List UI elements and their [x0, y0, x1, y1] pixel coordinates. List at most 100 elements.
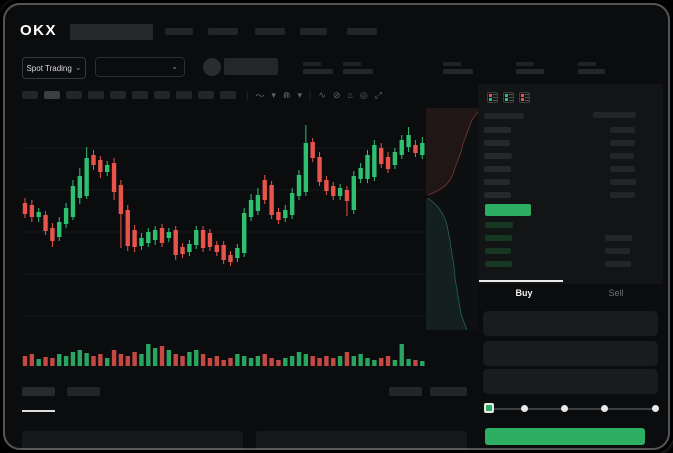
volume-bar [36, 359, 41, 366]
market-type-selector[interactable]: Spot Trading ⌄ [22, 57, 86, 79]
timeframe-button[interactable] [22, 91, 38, 99]
volume-bar [98, 354, 103, 366]
active-tab-indicator [479, 280, 563, 282]
candle-body [29, 205, 35, 217]
candle-body [50, 228, 55, 241]
candle-body [310, 142, 315, 158]
settings-icon[interactable]: ◎ [359, 89, 368, 100]
depth-chart [426, 108, 478, 330]
indicator-icon[interactable]: 〜 [255, 90, 265, 101]
bottom-tab-placeholder[interactable] [22, 387, 55, 396]
book-asks-icon[interactable] [519, 92, 530, 103]
stat-value-placeholder [516, 69, 544, 74]
draw-icon[interactable]: ⊘ [332, 89, 341, 100]
candle-body [358, 168, 363, 179]
volume-bar [392, 360, 398, 366]
wave-icon[interactable]: ∿ [318, 89, 326, 100]
timeframe-button[interactable] [220, 91, 236, 99]
volume-bar [344, 352, 350, 366]
candle-body [98, 160, 103, 172]
volume-bar [111, 350, 117, 366]
candle-body [57, 222, 62, 237]
ask-price-placeholder [484, 127, 511, 133]
book-combined-icon[interactable] [487, 92, 498, 103]
timeframe-button[interactable] [110, 91, 126, 99]
chevron-down-icon[interactable]: ▾ [297, 89, 302, 100]
slider-stop[interactable] [560, 405, 568, 412]
tab-sell[interactable]: Sell [608, 288, 624, 298]
ask-price-placeholder [484, 140, 510, 146]
volume-bar [159, 346, 165, 366]
slider-stop[interactable] [520, 405, 528, 412]
candlestick-chart[interactable] [22, 108, 425, 332]
icon-line [509, 100, 513, 101]
chevron-down-icon: ⌄ [74, 63, 82, 72]
bottom-tab-placeholder[interactable] [67, 387, 100, 396]
volume-bar [125, 356, 130, 366]
bottom-action-placeholder[interactable] [430, 387, 467, 396]
candle-body [111, 163, 117, 192]
slider-stop[interactable] [651, 405, 659, 412]
order-book [478, 84, 663, 284]
candle-body [385, 157, 391, 169]
tab-buy[interactable]: Buy [515, 288, 533, 298]
ask-amount-placeholder [610, 153, 634, 159]
timeframe-button[interactable] [132, 91, 148, 99]
ask-price-placeholder [484, 179, 510, 185]
chevron-down-icon[interactable]: ▾ [271, 89, 276, 100]
nav-item-placeholder[interactable] [347, 28, 377, 35]
volume-bar [214, 356, 219, 366]
nav-item-placeholder[interactable] [208, 28, 238, 35]
volume-bar [63, 356, 69, 366]
volume-bar [358, 354, 363, 366]
stat-value-placeholder [578, 69, 605, 74]
amount-column-header-placeholder [593, 112, 636, 118]
camera-icon[interactable]: ⌂ [347, 90, 353, 100]
candle-body [132, 230, 137, 247]
candle-body [187, 244, 192, 252]
pair-name-placeholder [224, 58, 278, 75]
candle-body [105, 165, 110, 172]
stat-label-placeholder [303, 62, 321, 66]
volume-bar [283, 358, 288, 366]
timeframe-button[interactable] [88, 91, 104, 99]
book-bids-icon[interactable] [503, 92, 514, 103]
order-input-placeholder[interactable] [483, 369, 658, 394]
trade-panel: Buy Sell [478, 280, 663, 453]
slider-stop[interactable] [600, 405, 608, 412]
nav-item-placeholder[interactable] [165, 28, 193, 35]
volume-bar [187, 352, 192, 366]
order-input-placeholder[interactable] [483, 341, 658, 366]
pair-selector-dropdown[interactable]: ⌄ [95, 57, 185, 77]
volume-bar [105, 358, 110, 366]
nav-item-placeholder[interactable] [255, 28, 285, 35]
candle-body [228, 255, 233, 262]
asks-depth-line [427, 111, 478, 196]
timeframe-button[interactable] [154, 91, 170, 99]
candle-style-icon[interactable]: ⋒ [282, 89, 291, 100]
chart-tools: | 〜 ▾ ⋒ ▾ | ∿ ⊘ ⌂ ◎ ⤢ [246, 88, 382, 102]
fullscreen-icon[interactable]: ⤢ [374, 89, 382, 100]
volume-bar [372, 360, 377, 366]
stat-value-placeholder [343, 69, 373, 74]
timeframe-button[interactable] [66, 91, 82, 99]
stat-label-placeholder [516, 62, 534, 66]
ask-amount-placeholder [610, 166, 635, 172]
candle-body [166, 232, 172, 238]
icon-line [525, 100, 529, 101]
timeframe-button[interactable] [176, 91, 192, 99]
submit-order-button[interactable] [485, 428, 645, 445]
candle-body [173, 230, 178, 255]
amount-slider-track[interactable] [489, 408, 655, 410]
order-input-placeholder[interactable] [483, 311, 658, 336]
timeframe-button[interactable] [44, 91, 60, 99]
slider-handle[interactable] [484, 403, 494, 413]
timeframe-button[interactable] [198, 91, 214, 99]
nav-item-placeholder[interactable] [300, 28, 327, 35]
candle-body [125, 210, 130, 246]
stat-label-placeholder [443, 62, 461, 66]
history-table-placeholder [256, 431, 467, 453]
stat-label-placeholder [578, 62, 596, 66]
bottom-action-placeholder[interactable] [389, 387, 422, 396]
volume-bar [118, 354, 124, 366]
